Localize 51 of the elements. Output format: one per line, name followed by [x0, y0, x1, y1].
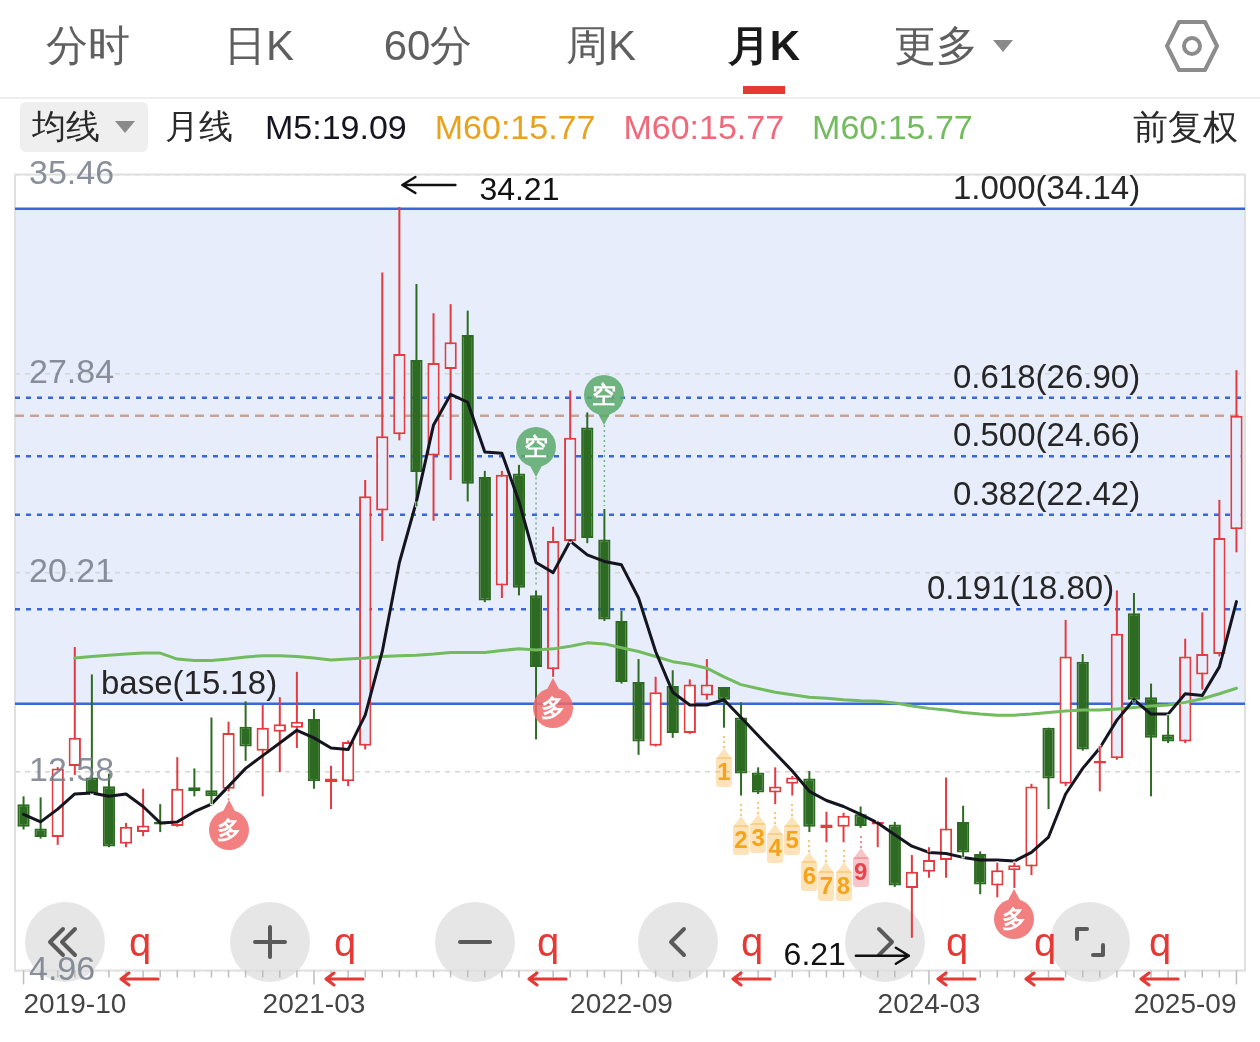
legend-label: M60:15.77 — [434, 107, 596, 146]
annotation: 多 — [1002, 904, 1027, 932]
ref-line-label: 1.000(34.14) — [953, 168, 1141, 206]
annotation: q — [333, 920, 357, 964]
ref-line-label: base(15.18) — [101, 663, 278, 701]
annotation: 8 — [836, 872, 851, 900]
annotation: 7 — [819, 872, 834, 900]
annotation: q — [945, 920, 969, 964]
x-tick-label: 2019-10 — [23, 987, 127, 1019]
text: 月线 — [165, 107, 233, 145]
text: 前复权 — [1133, 106, 1238, 146]
annotation: q — [1148, 920, 1172, 964]
y-tick-label: 20.21 — [29, 550, 115, 589]
ref-line-label: 0.191(18.80) — [927, 569, 1115, 607]
legend-label: M60:15.77 — [623, 107, 785, 146]
annotation: 9 — [853, 857, 868, 885]
annotation: 多 — [216, 816, 241, 844]
x-tick-label: 2022-09 — [570, 987, 673, 1019]
text: 60分 — [383, 22, 473, 69]
ref-line-label: 0.618(26.90) — [953, 357, 1141, 395]
annotation: 空 — [524, 433, 549, 461]
dropdown-button: 均线 — [20, 102, 148, 152]
annotation: 多 — [541, 693, 566, 721]
annotation: 6 — [802, 862, 817, 890]
y-tick-label: 27.84 — [29, 351, 115, 390]
annotation: q — [1033, 920, 1057, 964]
x-tick-label: 2024-03 — [877, 987, 981, 1019]
x-tick-label: 2021-03 — [262, 987, 366, 1019]
ref-line-label: 0.500(24.66) — [953, 416, 1141, 454]
annotation: 空 — [592, 380, 617, 408]
annotation: 6.21 — [783, 935, 846, 972]
text: M5:19.09 — [265, 107, 407, 146]
y-tick-label: 35.46 — [29, 152, 115, 191]
text: 更多 — [894, 22, 978, 69]
annotation: q — [740, 920, 764, 964]
text: 分时 — [46, 22, 130, 69]
annotation: q — [128, 920, 152, 964]
annotation: q — [536, 920, 560, 964]
text: M60:15.77 — [812, 107, 973, 146]
annotation: 4 — [768, 834, 782, 862]
annotation: 3 — [751, 823, 765, 851]
text: 周K — [565, 22, 637, 69]
annotation: 2 — [734, 825, 748, 853]
text: 日K — [223, 22, 295, 69]
annotation: 1 — [717, 757, 731, 785]
ref-line-label: 0.382(22.42) — [953, 474, 1141, 512]
text: 月K — [727, 22, 801, 69]
y-tick-label: 4.96 — [29, 948, 96, 987]
annotation: 5 — [785, 825, 799, 853]
annotation: 34.21 — [479, 170, 560, 207]
x-tick-label: 2025-09 — [1133, 987, 1237, 1019]
